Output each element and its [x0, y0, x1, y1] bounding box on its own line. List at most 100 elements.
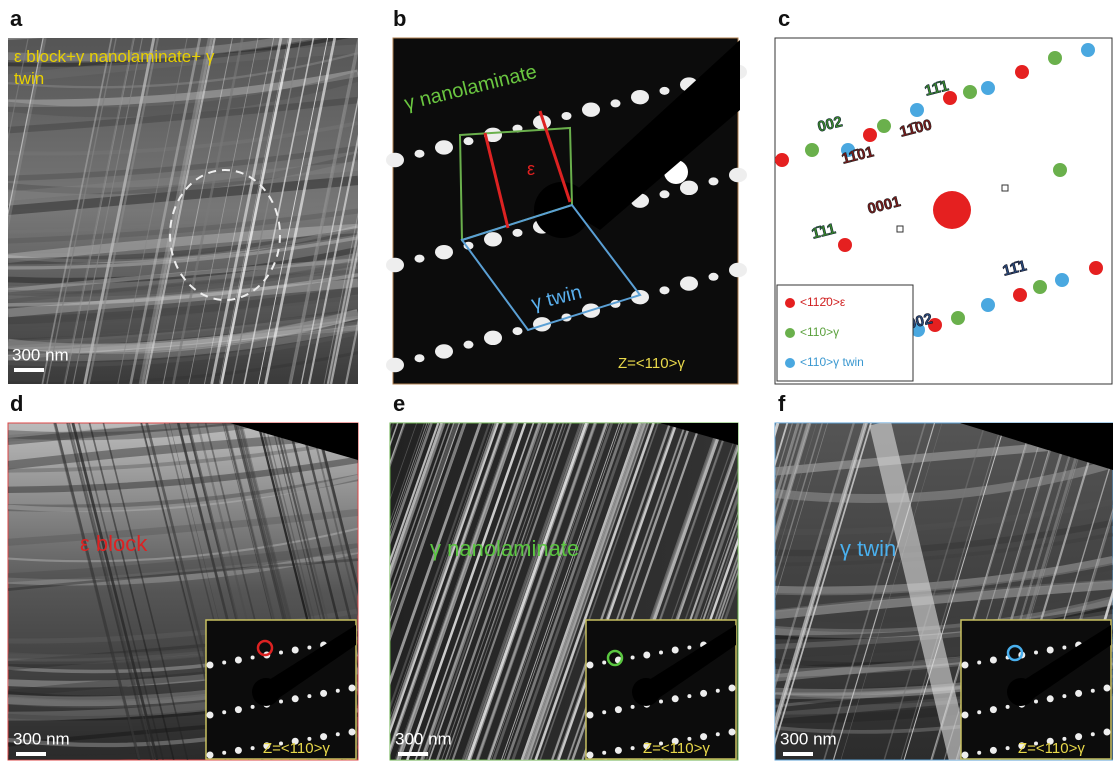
spot	[631, 705, 635, 709]
caption-line: ε block+γ nanolaminate+ γ	[14, 47, 215, 66]
spot	[672, 695, 679, 702]
spot	[587, 662, 594, 669]
spot	[659, 651, 663, 655]
spot	[729, 729, 736, 736]
spot	[962, 752, 969, 759]
texture-band	[8, 8, 358, 38]
spot	[349, 685, 356, 692]
zone-axis: Z=<110>γ	[263, 740, 330, 757]
spot	[680, 181, 698, 195]
spot	[251, 746, 255, 750]
spot	[1047, 695, 1054, 702]
spot	[729, 263, 747, 277]
annotation: ε	[527, 159, 535, 179]
spot	[729, 168, 747, 182]
scale-label: 300 nm	[780, 729, 837, 748]
spot	[631, 746, 635, 750]
spot	[1062, 646, 1066, 650]
spot	[1047, 647, 1054, 654]
spot	[1034, 700, 1038, 704]
spot	[1048, 51, 1062, 65]
spot	[1104, 685, 1111, 692]
legend-swatch	[785, 298, 795, 308]
spot	[660, 87, 670, 95]
spot	[349, 729, 356, 736]
beam-stop	[252, 678, 280, 706]
scale-label: 300 nm	[12, 345, 69, 364]
spot	[279, 651, 283, 655]
spot	[513, 229, 523, 237]
beam-stop	[632, 678, 660, 706]
spot	[513, 327, 523, 335]
spot	[643, 652, 650, 659]
spot	[336, 689, 340, 693]
spot	[386, 258, 404, 272]
spot	[235, 657, 242, 664]
spot	[660, 286, 670, 294]
spot	[990, 706, 997, 713]
spot	[435, 140, 453, 154]
spot	[631, 656, 635, 660]
spot	[729, 685, 736, 692]
spot	[464, 137, 474, 145]
caption: γ twin	[840, 536, 896, 561]
panel-label: e	[393, 391, 405, 416]
spot	[611, 99, 621, 107]
spot	[222, 661, 226, 665]
caption-line: twin	[14, 69, 44, 88]
spot	[672, 647, 679, 654]
spot	[415, 150, 425, 158]
spot	[320, 690, 327, 697]
spot	[435, 344, 453, 358]
beam-stop	[1007, 678, 1035, 706]
spot	[1033, 280, 1047, 294]
caption: γ nanolaminate	[430, 536, 579, 561]
spot	[1091, 732, 1095, 736]
scale-bar	[783, 752, 813, 756]
spot	[587, 712, 594, 719]
spot	[1034, 651, 1038, 655]
spot	[307, 694, 311, 698]
spot	[709, 273, 719, 281]
spot	[1006, 746, 1010, 750]
spot	[251, 705, 255, 709]
spot	[775, 153, 789, 167]
panel-label: f	[778, 391, 786, 416]
spot	[615, 747, 622, 754]
spot	[386, 358, 404, 372]
zone-axis: Z=<110>γ	[618, 355, 685, 372]
spot	[235, 706, 242, 713]
spot	[207, 662, 214, 669]
spot	[990, 747, 997, 754]
spot	[1081, 43, 1095, 57]
spot	[251, 656, 255, 660]
spot	[838, 238, 852, 252]
spot	[415, 354, 425, 362]
spot	[222, 751, 226, 755]
zone-axis: Z=<110>γ	[1018, 740, 1085, 757]
spot	[615, 706, 622, 713]
spot	[1055, 273, 1069, 287]
spot	[582, 103, 600, 117]
spot	[709, 177, 719, 185]
legend-label: <112̄0>ε	[800, 295, 846, 309]
legend-label: <110>γ twin	[800, 355, 864, 369]
spot	[1075, 690, 1082, 697]
panel-label: d	[10, 391, 23, 416]
spot	[680, 276, 698, 290]
scale-label: 300 nm	[13, 729, 70, 748]
spot	[1062, 694, 1066, 698]
spot	[386, 153, 404, 167]
spot	[415, 255, 425, 263]
spot	[602, 661, 606, 665]
spot	[716, 732, 720, 736]
spot	[700, 690, 707, 697]
spot	[977, 710, 981, 714]
spot	[981, 298, 995, 312]
spot	[716, 689, 720, 693]
legend-swatch	[785, 358, 795, 368]
spot	[977, 751, 981, 755]
spot	[207, 712, 214, 719]
spot	[631, 90, 649, 104]
legend-label: <110>γ	[800, 325, 839, 339]
